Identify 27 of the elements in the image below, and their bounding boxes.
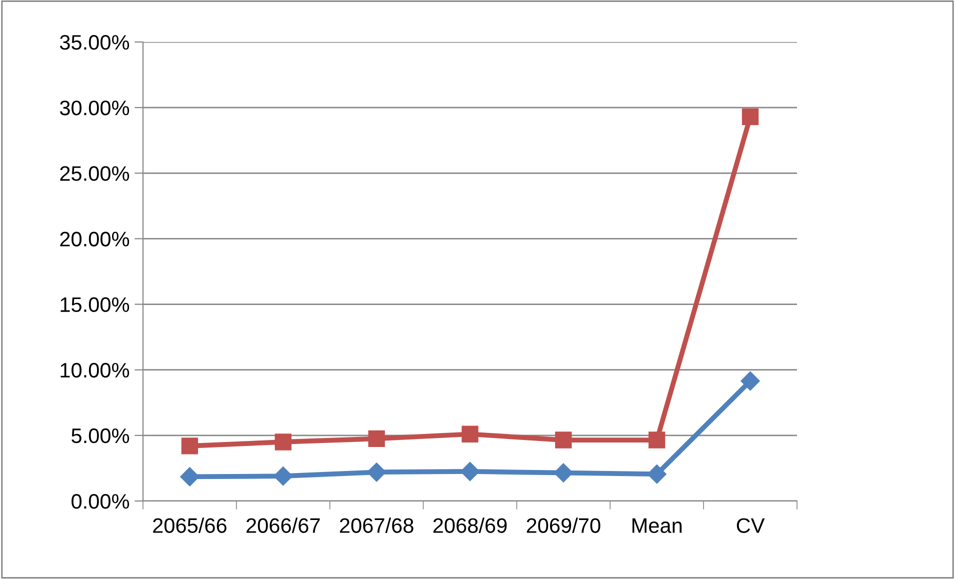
x-tick-label: 2068/69	[433, 518, 507, 533]
x-tick-label: Mean	[632, 518, 682, 533]
y-tick-label: 15.00%	[60, 297, 130, 312]
point	[274, 466, 293, 486]
point	[460, 462, 480, 482]
y-tick-label: 30.00%	[60, 100, 130, 116]
point	[180, 467, 200, 486]
x-tick-label: 2067/68	[340, 518, 414, 533]
x-tick-label: 2069/70	[526, 518, 600, 533]
point	[368, 430, 385, 448]
point	[648, 432, 666, 448]
y-tick-label: 20.00%	[60, 232, 130, 246]
point	[555, 432, 572, 448]
x-tick-label: 2066/67	[246, 518, 320, 533]
y-tick-label: 5.00%	[72, 428, 130, 444]
point	[740, 371, 760, 391]
x-tick-label: CV	[736, 518, 765, 533]
point	[462, 426, 478, 442]
point	[647, 464, 666, 484]
y-tick-label: 25.00%	[60, 166, 130, 181]
point	[274, 434, 292, 450]
point	[742, 108, 759, 126]
x-tick-label: 2065/66	[153, 518, 226, 533]
point	[181, 438, 198, 454]
y-tick-label: 10.00%	[60, 362, 130, 378]
y-tick-label: 35.00%	[60, 35, 130, 50]
y-tick-label: 0.00%	[72, 494, 130, 509]
